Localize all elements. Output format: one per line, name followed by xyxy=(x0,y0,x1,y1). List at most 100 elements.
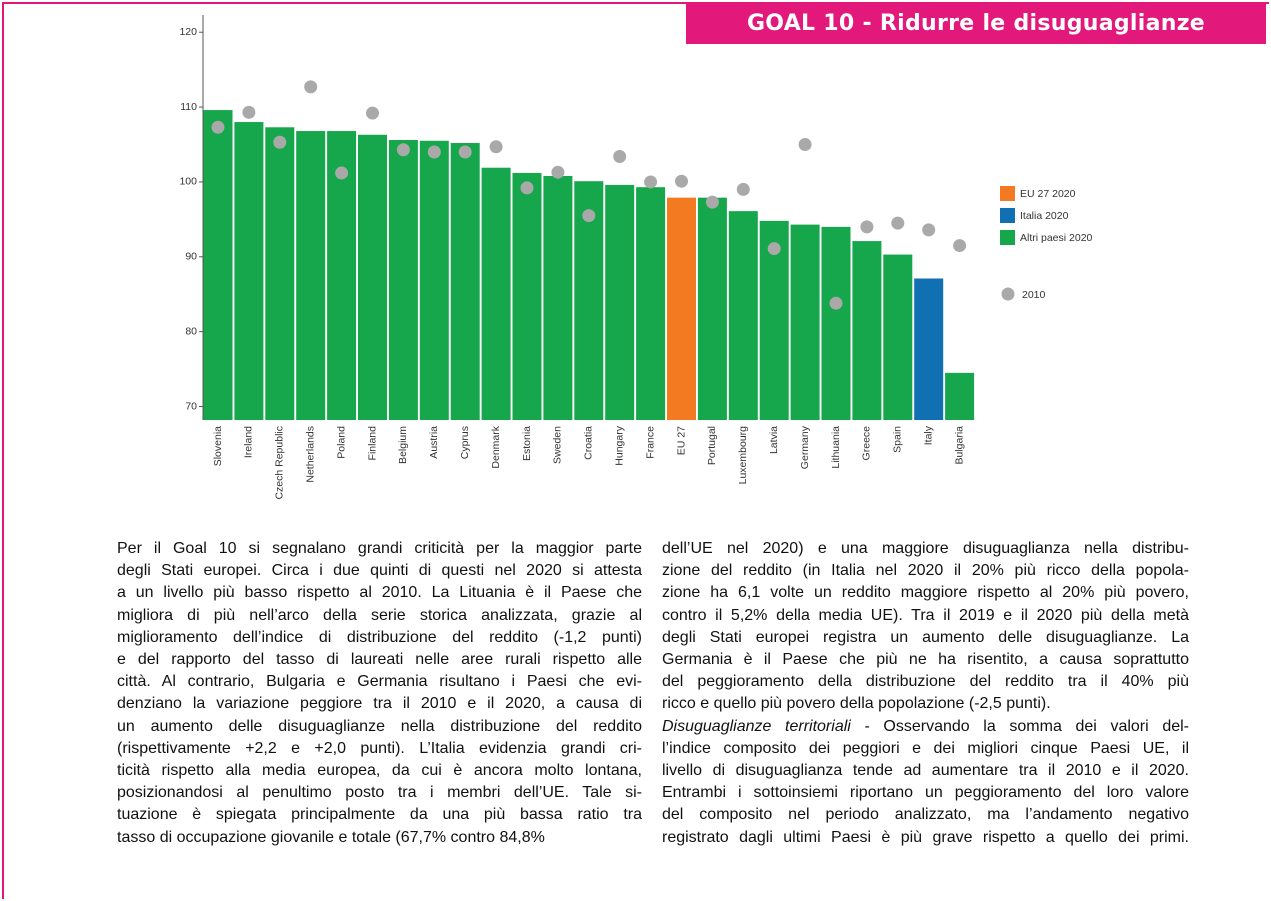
bar xyxy=(790,224,820,420)
text-line: miglioramento dell’indice di distribuzio… xyxy=(117,628,642,646)
text-line: zione ha 6,1 volte un reddito maggiore r… xyxy=(662,584,1189,602)
point-2010 xyxy=(860,220,874,234)
text-line: del composito nel periodo analizzato, ma… xyxy=(662,806,1189,824)
y-tick-label: 110 xyxy=(180,101,197,113)
point-2010 xyxy=(705,195,719,209)
bar xyxy=(265,127,295,420)
x-tick-label: Czech Republic xyxy=(274,426,286,500)
bar xyxy=(697,197,727,420)
point-2010 xyxy=(953,239,967,253)
point-2010 xyxy=(675,174,688,188)
x-tick-label: Luxembourg xyxy=(737,426,749,485)
text-line: degli Stati europei. Circa i due quinti … xyxy=(117,562,642,580)
bar xyxy=(914,278,944,420)
bar xyxy=(203,110,233,420)
point-2010 xyxy=(427,145,441,159)
x-tick-label: Poland xyxy=(335,426,347,459)
text-line: ricco e quello più povero della popolazi… xyxy=(662,695,1051,713)
legend-label: 2010 xyxy=(1022,289,1046,301)
text-line: contro il 5,2% della media UE). Tra il 2… xyxy=(662,606,1189,624)
bar xyxy=(543,175,573,420)
x-tick-label: Italy xyxy=(922,425,934,445)
point-2010 xyxy=(736,182,750,196)
text-line: tuazione è spiegata principalmente da un… xyxy=(117,806,642,824)
point-2010 xyxy=(798,138,812,152)
point-2010 xyxy=(922,223,936,237)
x-tick-label: Denmark xyxy=(490,425,502,468)
x-tick-label: Latvia xyxy=(768,426,780,454)
text-column: Per il Goal 10 si segnalano grandi criti… xyxy=(117,538,642,849)
text-line: posizionandosi al penultimo posto tra i … xyxy=(117,784,642,802)
bar xyxy=(852,241,882,420)
bar xyxy=(883,254,913,420)
text-line: Disuguaglianze territoriali - Osservando… xyxy=(662,716,1189,738)
point-2010 xyxy=(304,80,318,94)
legend-swatch xyxy=(1000,186,1015,201)
text-line: degli Stati europei registra un aumento … xyxy=(662,628,1189,646)
point-2010 xyxy=(829,296,843,310)
legend-swatch xyxy=(1000,230,1015,245)
point-2010 xyxy=(242,105,256,119)
text-line: Per il Goal 10 si segnalano grandi criti… xyxy=(117,540,642,557)
bar xyxy=(358,134,387,420)
x-tick-label: France xyxy=(644,426,656,459)
x-tick-label: Finland xyxy=(366,426,378,461)
point-2010 xyxy=(366,106,379,120)
text-line: registrato dagli ultimi Paesi è più grav… xyxy=(662,828,1189,846)
bar xyxy=(296,131,326,420)
bar xyxy=(636,187,666,420)
legend-swatch xyxy=(1000,208,1015,223)
point-2010 xyxy=(273,135,287,149)
lead: Disuguaglianze territoriali xyxy=(662,717,851,735)
x-tick-label: Spain xyxy=(892,426,904,453)
bar xyxy=(512,172,542,420)
point-2010 xyxy=(891,216,905,230)
legend-label: Altri paesi 2020 xyxy=(1020,232,1093,244)
text-line: e del rapporto del tasso di laureati nel… xyxy=(117,651,642,669)
point-2010 xyxy=(551,165,565,179)
x-tick-label: Hungary xyxy=(613,425,625,465)
chart: 70 80 90 100 110 120 Slovenia Ireland Czech Repu… xyxy=(179,15,1093,500)
text-line: ticità rispetto alla media europea, da c… xyxy=(117,762,642,780)
point-2010 xyxy=(489,140,503,154)
bar xyxy=(481,167,511,420)
text-line: dell’UE nel 2020) e una maggiore disugua… xyxy=(662,540,1189,557)
text-line: tasso di occupazione giovanile e totale … xyxy=(117,828,545,846)
point-2010 xyxy=(767,242,781,256)
x-tick-label: Portugal xyxy=(706,426,718,465)
text-line: Entrambi i sottoinsiemi riportano un peg… xyxy=(662,784,1189,802)
x-tick-label: Estonia xyxy=(521,426,533,461)
text-line: un aumento delle disuguaglianze nella di… xyxy=(117,717,642,735)
y-tick-label: 120 xyxy=(179,26,197,38)
bar xyxy=(821,226,851,420)
x-tick-label: Ireland xyxy=(243,426,255,458)
text-line: a un livello più basso rispetto al 2010.… xyxy=(117,584,642,602)
bar xyxy=(419,140,449,421)
y-tick-label: 70 xyxy=(185,400,197,412)
x-tick-label: Croatia xyxy=(583,426,595,460)
text-line: migliora di più nell’arco della serie st… xyxy=(117,606,642,624)
x-tick-label: Sweden xyxy=(552,426,564,464)
x-tick-label: EU 27 xyxy=(675,426,687,455)
text-line: zione del reddito (in Italia nel 2020 il… xyxy=(662,562,1189,580)
x-tick-label: Greece xyxy=(861,426,873,461)
point-2010 xyxy=(644,175,658,189)
text-line: del peggioramento della distribuzione de… xyxy=(662,673,1189,691)
point-2010 xyxy=(520,181,534,195)
bar xyxy=(945,372,975,420)
y-tick-label: 100 xyxy=(179,176,197,188)
point-2010 xyxy=(613,149,627,163)
text-line: livello di disuguaglianza tende ad aumen… xyxy=(662,762,1189,780)
x-tick-label: Netherlands xyxy=(304,426,316,483)
text: - Osservando la somma dei valori del- xyxy=(850,717,1189,735)
bar xyxy=(450,143,480,420)
text-line: Germania è il Paese che più ne ha risent… xyxy=(662,651,1189,669)
bar xyxy=(388,140,418,420)
legend-dot xyxy=(1001,287,1015,301)
x-tick-label: Slovenia xyxy=(212,426,224,466)
bar xyxy=(667,197,696,420)
legend-label: Italia 2020 xyxy=(1020,210,1069,222)
y-tick-label: 80 xyxy=(185,325,197,337)
